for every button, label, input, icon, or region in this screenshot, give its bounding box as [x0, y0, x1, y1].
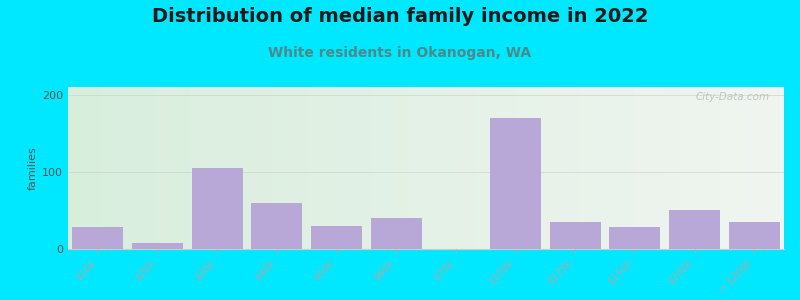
Bar [192, 168, 242, 249]
Text: City-Data.com: City-Data.com [695, 92, 770, 102]
Bar [311, 226, 362, 249]
Bar [669, 210, 720, 249]
Bar [251, 203, 302, 249]
Y-axis label: families: families [28, 146, 38, 190]
Text: White residents in Okanogan, WA: White residents in Okanogan, WA [269, 46, 531, 61]
Text: Distribution of median family income in 2022: Distribution of median family income in … [152, 8, 648, 26]
Bar [371, 218, 422, 249]
Bar [73, 227, 123, 249]
Bar [132, 243, 183, 249]
Bar [610, 227, 660, 249]
Bar [729, 222, 779, 249]
Bar [490, 118, 541, 249]
Bar [550, 222, 601, 249]
